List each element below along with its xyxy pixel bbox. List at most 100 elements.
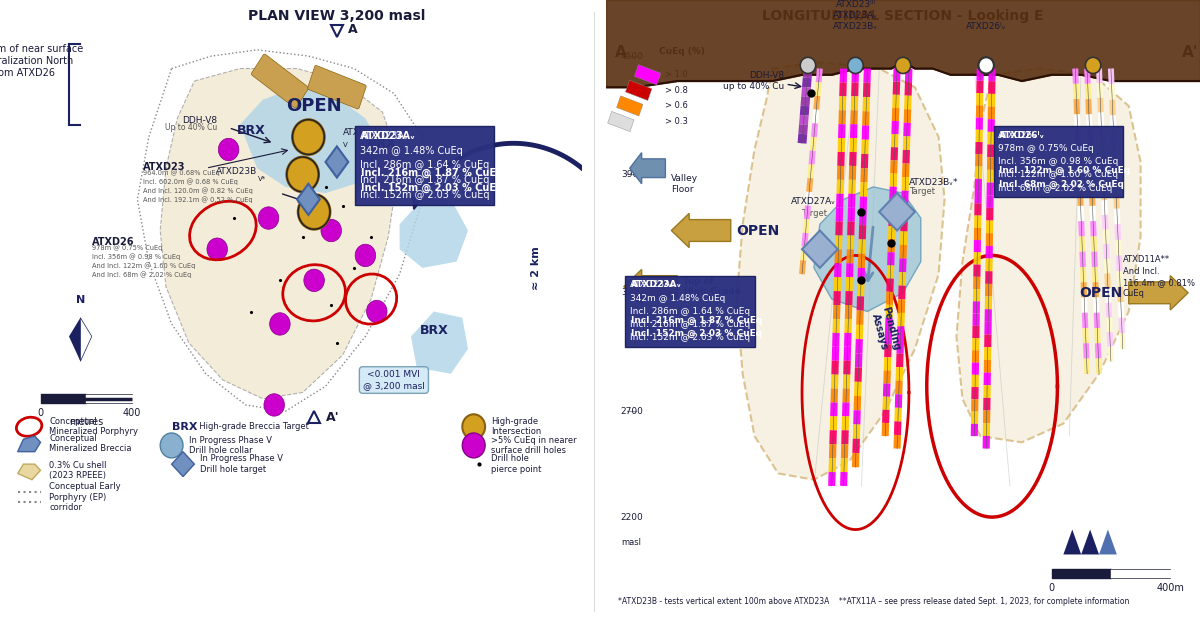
Polygon shape (856, 339, 863, 353)
Polygon shape (842, 402, 850, 417)
Polygon shape (846, 249, 854, 264)
Polygon shape (830, 402, 838, 417)
Polygon shape (972, 375, 979, 387)
Text: V*: V* (258, 176, 266, 182)
Text: > 1.0: > 1.0 (665, 70, 688, 79)
Polygon shape (976, 155, 983, 166)
Polygon shape (850, 152, 857, 166)
Polygon shape (1115, 224, 1121, 240)
Polygon shape (972, 313, 980, 326)
Polygon shape (1105, 288, 1111, 303)
Polygon shape (893, 82, 900, 95)
Polygon shape (886, 305, 893, 318)
Polygon shape (862, 140, 869, 154)
Polygon shape (1118, 318, 1126, 333)
Polygon shape (902, 150, 910, 164)
Polygon shape (880, 193, 914, 231)
Polygon shape (894, 435, 901, 449)
Polygon shape (852, 439, 860, 453)
Polygon shape (889, 200, 896, 213)
Polygon shape (976, 105, 983, 118)
Text: ATXD26ᴵᵥ
978m @ 0.75% CuEq
Incl. 356m @ 0.98 % CuEq
Incl. 122m @ 1.60 % CuEq
Inc: ATXD26ᴵᵥ 978m @ 0.75% CuEq Incl. 356m @ … (998, 131, 1118, 193)
Polygon shape (410, 312, 468, 374)
Polygon shape (896, 353, 904, 367)
Polygon shape (1088, 175, 1094, 191)
Polygon shape (856, 325, 863, 339)
Polygon shape (973, 240, 982, 252)
Text: Target: Target (908, 188, 935, 196)
Polygon shape (902, 163, 910, 177)
Polygon shape (1110, 131, 1117, 146)
Polygon shape (835, 207, 844, 222)
Polygon shape (985, 297, 992, 309)
Polygon shape (1109, 84, 1115, 100)
Polygon shape (828, 458, 836, 472)
Polygon shape (840, 472, 847, 486)
Polygon shape (1090, 206, 1096, 221)
Polygon shape (836, 166, 845, 180)
Polygon shape (972, 326, 979, 338)
Polygon shape (976, 130, 983, 142)
Polygon shape (894, 407, 902, 422)
Polygon shape (985, 271, 992, 284)
Polygon shape (905, 69, 912, 82)
Polygon shape (974, 191, 982, 203)
Polygon shape (840, 458, 848, 472)
Polygon shape (846, 263, 853, 277)
Polygon shape (1120, 333, 1126, 349)
Polygon shape (856, 310, 864, 325)
Polygon shape (900, 245, 907, 259)
Polygon shape (1104, 273, 1111, 288)
Polygon shape (835, 221, 842, 235)
Polygon shape (1102, 200, 1108, 215)
FancyBboxPatch shape (625, 80, 652, 100)
Text: ATXD26ᴵᵥ: ATXD26ᴵᵥ (1000, 131, 1045, 140)
Text: Valley
Floor: Valley Floor (671, 174, 698, 194)
Polygon shape (833, 319, 840, 333)
Polygon shape (853, 410, 860, 425)
Text: Incl. 122m @ 1.60 % CuEq
Incl. 68m @ 2.02 % CuEq: Incl. 122m @ 1.60 % CuEq Incl. 68m @ 2.0… (1000, 166, 1130, 189)
Polygon shape (887, 278, 894, 292)
FancyBboxPatch shape (617, 96, 643, 116)
Circle shape (800, 57, 816, 74)
Polygon shape (882, 397, 890, 410)
Polygon shape (851, 96, 858, 110)
Circle shape (287, 157, 319, 192)
Polygon shape (1090, 221, 1097, 237)
Text: BRX: BRX (238, 125, 265, 137)
Polygon shape (1063, 530, 1081, 554)
Polygon shape (984, 309, 992, 322)
Polygon shape (847, 235, 854, 250)
Polygon shape (845, 305, 852, 319)
Polygon shape (1081, 530, 1099, 554)
Polygon shape (798, 133, 808, 144)
Polygon shape (839, 82, 847, 97)
Polygon shape (1102, 215, 1109, 230)
Polygon shape (890, 134, 899, 148)
Polygon shape (974, 166, 982, 179)
Polygon shape (832, 361, 839, 375)
Polygon shape (844, 361, 851, 375)
Text: 978m @ 0.75% CuEq
Incl. 356m @ 0.98 % CuEq
And Incl. 122m @ 1.60 % CuEq
And Incl: 978m @ 0.75% CuEq Incl. 356m @ 0.98 % Cu… (91, 244, 196, 278)
Polygon shape (854, 382, 862, 396)
Polygon shape (900, 231, 907, 245)
Polygon shape (845, 291, 853, 305)
Polygon shape (1081, 282, 1087, 298)
Circle shape (270, 313, 290, 335)
Polygon shape (895, 381, 902, 394)
Polygon shape (986, 195, 994, 208)
Polygon shape (974, 179, 982, 191)
Polygon shape (799, 115, 809, 125)
Polygon shape (1081, 297, 1087, 313)
Polygon shape (1096, 358, 1102, 374)
Polygon shape (905, 82, 912, 96)
Polygon shape (834, 249, 842, 264)
Polygon shape (985, 246, 992, 259)
Text: N: N (76, 295, 85, 305)
Polygon shape (976, 118, 983, 130)
Polygon shape (1082, 343, 1090, 359)
Text: ATXD23Aᵥ
342m @ 1.48% CuEq
Incl. 286m @ 1.64 % CuEq
Incl. 216m @ 1.87 % CuEq
Inc: ATXD23Aᵥ 342m @ 1.48% CuEq Incl. 286m @ … (360, 131, 490, 200)
Circle shape (293, 120, 324, 155)
Polygon shape (904, 95, 912, 110)
Polygon shape (842, 374, 851, 389)
